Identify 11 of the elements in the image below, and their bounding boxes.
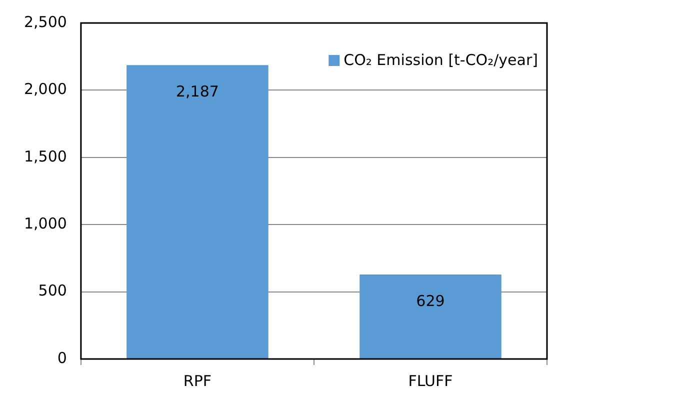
y-tick-label: 2,000: [24, 80, 67, 98]
data-label: 629: [416, 292, 445, 310]
x-tick-label: RPF: [183, 372, 212, 390]
x-tick-label: FLUFF: [408, 372, 453, 390]
y-tick-label: 1,500: [24, 147, 67, 166]
y-tick-label: 0: [57, 348, 67, 367]
y-tick-label: 2,500: [24, 12, 67, 31]
y-tick-label: 500: [38, 282, 67, 300]
data-label: 2,187: [176, 82, 219, 100]
legend-label: CO₂ Emission [t-CO₂/year]: [344, 50, 538, 69]
y-tick-label: 1,000: [24, 214, 67, 232]
